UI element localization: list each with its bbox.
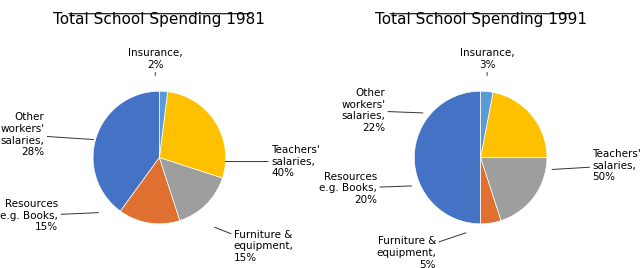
Wedge shape <box>481 158 547 221</box>
Wedge shape <box>159 92 226 178</box>
Text: Other
workers'
salaries,
22%: Other workers' salaries, 22% <box>341 88 423 133</box>
Text: Insurance,
2%: Insurance, 2% <box>128 48 182 76</box>
Text: Resources
e.g. Books,
20%: Resources e.g. Books, 20% <box>319 172 412 205</box>
Title: Total School Spending 1981: Total School Spending 1981 <box>53 12 266 27</box>
Wedge shape <box>481 92 547 158</box>
Wedge shape <box>414 91 481 224</box>
Wedge shape <box>481 91 493 158</box>
Text: Furniture &
equipment,
15%: Furniture & equipment, 15% <box>214 227 294 263</box>
Text: Teachers'
salaries,
50%: Teachers' salaries, 50% <box>552 149 640 182</box>
Text: Furniture &
equipment,
5%: Furniture & equipment, 5% <box>376 233 466 268</box>
Text: Teachers'
salaries,
40%: Teachers' salaries, 40% <box>225 145 320 178</box>
Text: Other
workers'
salaries,
28%: Other workers' salaries, 28% <box>1 113 93 157</box>
Text: Resources
e.g. Books,
15%: Resources e.g. Books, 15% <box>1 199 99 232</box>
Text: Insurance,
3%: Insurance, 3% <box>460 48 515 76</box>
Wedge shape <box>481 158 501 224</box>
Wedge shape <box>159 91 168 158</box>
Wedge shape <box>93 91 159 211</box>
Wedge shape <box>159 158 223 221</box>
Wedge shape <box>120 158 180 224</box>
Title: Total School Spending 1991: Total School Spending 1991 <box>374 12 587 27</box>
